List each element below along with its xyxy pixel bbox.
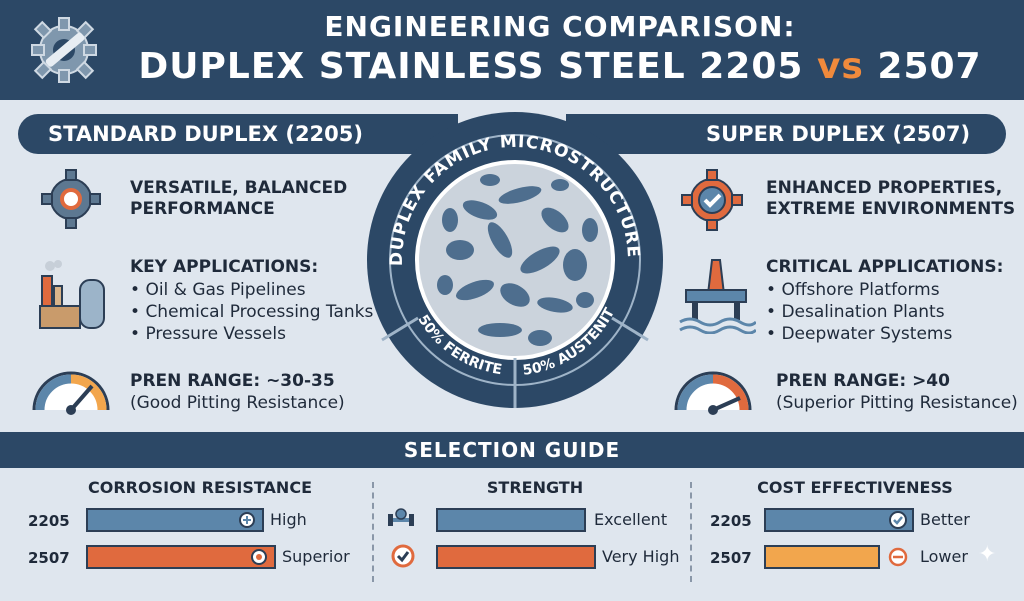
column-divider (372, 482, 374, 582)
corrosion-bar-2507 (86, 545, 276, 569)
key-applications-title: KEY APPLICATIONS: (130, 257, 319, 277)
sparkle-icon: ✦ (978, 542, 997, 567)
header-banner (0, 0, 1024, 100)
super-headline-2: EXTREME ENVIRONMENTS (766, 199, 1016, 219)
corrosion-row-label-2205: 2205 (28, 512, 70, 530)
offshore-platform-icon (679, 259, 756, 334)
application-item: • Offshore Platforms (766, 280, 940, 300)
application-item: • Chemical Processing Tanks (130, 302, 374, 322)
cost-value-2205: Better (920, 510, 970, 529)
application-text: Pressure Vessels (145, 324, 286, 344)
corrosion-value-2507: Superior (282, 547, 350, 566)
title-text-a: DUPLEX STAINLESS STEEL 2205 (138, 46, 817, 87)
super-headline-1: ENHANCED PROPERTIES, (766, 178, 1003, 198)
pressure-gauge-icon (674, 371, 752, 415)
selection-guide-title: SELECTION GUIDE (403, 438, 621, 462)
corrosion-value-2205: High (270, 510, 307, 529)
cost-row-label-2205: 2205 (710, 512, 752, 530)
strength-value-2205: Excellent (594, 510, 668, 529)
strength-bar-2205 (436, 508, 586, 532)
application-text: Offshore Platforms (781, 280, 940, 300)
super-pren-range: PREN RANGE: >40 (776, 371, 950, 391)
selection-guide-bar (0, 432, 1024, 468)
corrosion-resistance-title: CORROSION RESISTANCE (88, 478, 312, 497)
standard-pren-note: (Good Pitting Resistance) (130, 393, 345, 413)
standard-pren-range: PREN RANGE: ~30-35 (130, 371, 335, 391)
title-line-2: DUPLEX STAINLESS STEEL 2205 vs 2507 (120, 46, 1000, 87)
corrosion-row-label-2507: 2507 (28, 549, 70, 567)
application-item: • Deepwater Systems (766, 324, 953, 344)
microstructure-diagram: DUPLEX FAMILY MICROSTRUCTURE: ~50% FERRI… (360, 100, 663, 408)
cost-value-2507: Lower (920, 547, 968, 566)
standard-headline-1: VERSATILE, BALANCED (130, 178, 348, 198)
application-text: Deepwater Systems (781, 324, 953, 344)
gear-wrench-icon (31, 17, 97, 83)
super-duplex-banner: SUPER DUPLEX (2507) (566, 114, 1006, 154)
title-line-1: ENGINEERING COMPARISON: (324, 10, 796, 43)
application-text: Desalination Plants (781, 302, 945, 322)
corrosion-bar-2205 (86, 508, 264, 532)
cost-effectiveness-title: COST EFFECTIVENESS (757, 478, 953, 497)
standard-duplex-banner: STANDARD DUPLEX (2205) (18, 114, 458, 154)
cost-row-label-2507: 2507 (710, 549, 752, 567)
column-divider (690, 482, 692, 582)
flexed-arm-icon (388, 508, 414, 526)
super-pren-note: (Superior Pitting Resistance) (776, 393, 1018, 413)
application-text: Oil & Gas Pipelines (145, 280, 306, 300)
strength-value-2507: Very High (602, 547, 680, 566)
factory-icon (39, 260, 105, 329)
application-item: • Pressure Vessels (130, 324, 286, 344)
gear-icon (41, 169, 101, 229)
standard-headline-2: PERFORMANCE (130, 199, 275, 219)
gear-badge-icon (251, 549, 267, 565)
cost-bar-2507 (764, 545, 880, 569)
application-item: • Desalination Plants (766, 302, 945, 322)
strength-bar-2507 (436, 545, 596, 569)
shield-plus-icon (239, 512, 255, 528)
checkmark-gear-icon (681, 169, 743, 231)
critical-applications-title: CRITICAL APPLICATIONS: (766, 257, 1004, 277)
application-text: Chemical Processing Tanks (145, 302, 374, 322)
title-vs: vs (816, 46, 864, 87)
check-circle-icon (391, 544, 415, 568)
application-item: • Oil & Gas Pipelines (130, 280, 306, 300)
strength-title: STRENGTH (486, 478, 584, 497)
pressure-gauge-icon (32, 371, 110, 415)
check-circle-icon (889, 511, 907, 529)
minus-circle-icon (888, 547, 908, 567)
title-text-b: 2507 (863, 46, 982, 87)
